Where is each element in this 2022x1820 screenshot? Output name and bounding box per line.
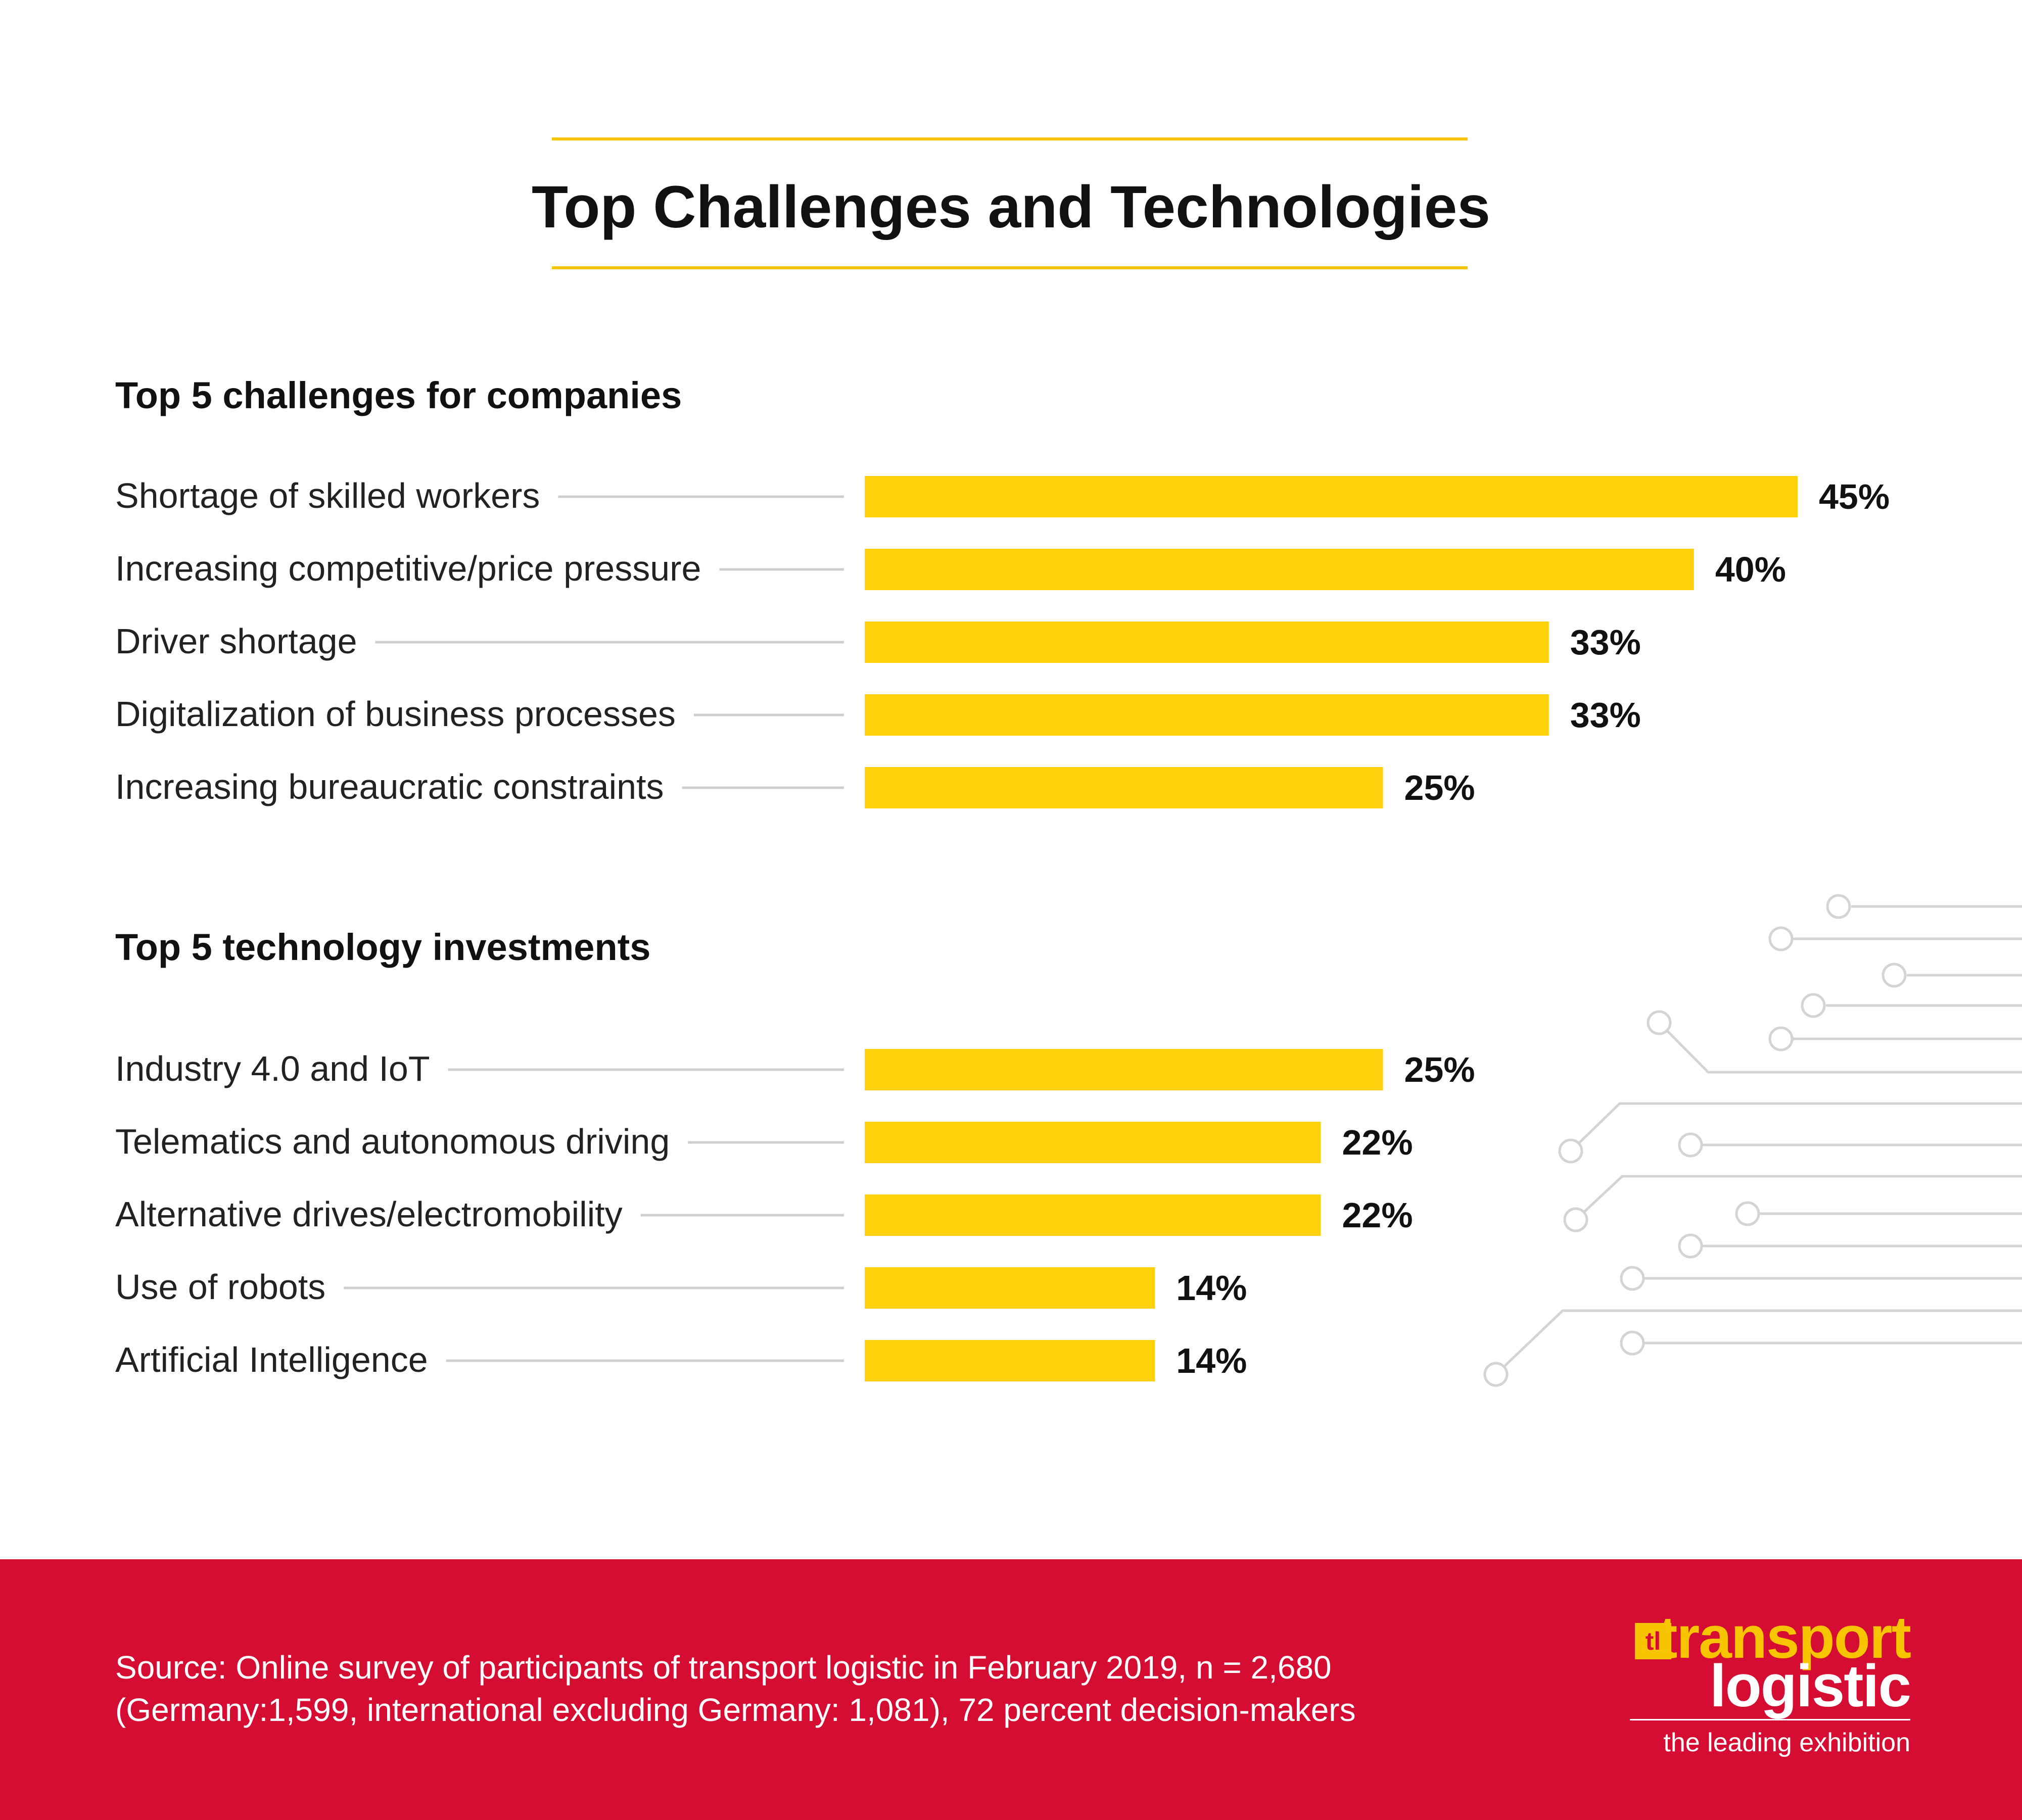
logo-mark: tl xyxy=(1635,1623,1671,1659)
title-rule-bottom xyxy=(552,266,1468,269)
challenge-1-value-label: 45% xyxy=(1819,477,1890,516)
technology-2-value-label: 22% xyxy=(1342,1123,1413,1162)
challenge-1-category-label: Shortage of skilled workers xyxy=(115,476,540,515)
footer-band xyxy=(0,1559,2022,1820)
logo-tagline: the leading exhibition xyxy=(1663,1728,1910,1757)
source-line-2: (Germany:1,599, international excluding … xyxy=(115,1692,1356,1728)
circuit-decoration xyxy=(1483,894,2022,1387)
technology-2-bar xyxy=(865,1122,1321,1163)
technology-3-bar xyxy=(865,1194,1321,1236)
technology-4-value-label: 14% xyxy=(1176,1268,1247,1308)
challenge-4-category-label: Digitalization of business processes xyxy=(115,694,676,734)
logo-word-transport: transport xyxy=(1658,1604,1911,1671)
technology-1-bar xyxy=(865,1049,1383,1090)
challenge-3-category-label: Driver shortage xyxy=(115,621,357,661)
challenge-2-category-label: Increasing competitive/price pressure xyxy=(115,549,701,588)
technology-5-value-label: 14% xyxy=(1176,1341,1247,1380)
technology-4-category-label: Use of robots xyxy=(115,1267,325,1307)
technology-section-title: Top 5 technology investments xyxy=(115,926,651,968)
challenge-3-bar xyxy=(865,621,1549,663)
challenge-5-category-label: Increasing bureaucratic constraints xyxy=(115,767,664,806)
technology-1-category-label: Industry 4.0 and IoT xyxy=(115,1049,430,1088)
page-title: Top Challenges and Technologies xyxy=(532,174,1490,241)
challenge-5-value-label: 25% xyxy=(1404,768,1475,807)
technology-3-category-label: Alternative drives/electromobility xyxy=(115,1194,623,1234)
challenge-4-value-label: 33% xyxy=(1570,695,1641,735)
challenges-section-title: Top 5 challenges for companies xyxy=(115,374,682,416)
challenge-1-bar xyxy=(865,476,1798,517)
transport-logistic-logo: tl transport logistic the leading exhibi… xyxy=(1630,1605,1911,1763)
technology-5-category-label: Artificial Intelligence xyxy=(115,1340,428,1379)
technology-4-bar xyxy=(865,1267,1155,1309)
challenge-2-value-label: 40% xyxy=(1715,550,1786,589)
logo-divider xyxy=(1630,1719,1910,1720)
technology-5-bar xyxy=(865,1340,1155,1381)
technology-1-value-label: 25% xyxy=(1404,1050,1475,1089)
challenge-3-value-label: 33% xyxy=(1570,622,1641,662)
challenge-5-bar xyxy=(865,767,1383,808)
source-line-1: Source: Online survey of participants of… xyxy=(115,1649,1332,1686)
logo-word-logistic: logistic xyxy=(1709,1653,1911,1719)
technology-3-value-label: 22% xyxy=(1342,1195,1413,1235)
bar-charts: Shortage of skilled workers 45% Increasing… xyxy=(115,476,1890,1381)
technology-2-category-label: Telematics and autonomous driving xyxy=(115,1122,670,1161)
title-rule-top xyxy=(552,137,1468,140)
challenge-4-bar xyxy=(865,694,1549,736)
challenge-2-bar xyxy=(865,549,1694,590)
source-note: Source: Online survey of participants of… xyxy=(115,1646,1480,1731)
